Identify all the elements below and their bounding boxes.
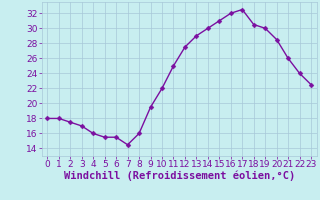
X-axis label: Windchill (Refroidissement éolien,°C): Windchill (Refroidissement éolien,°C) xyxy=(64,171,295,181)
